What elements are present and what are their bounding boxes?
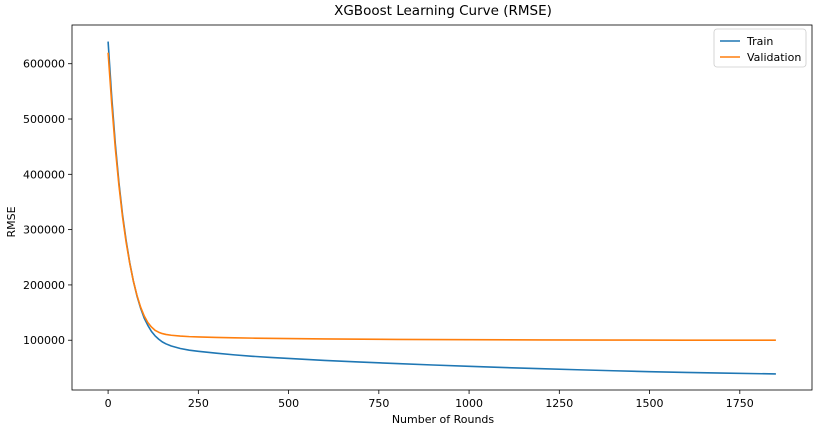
y-tick-label: 300000 [23,224,65,237]
series-line-validation [107,52,776,342]
series-line-train [107,41,776,375]
legend: Train Validation [713,28,807,68]
x-tick-label: 750 [368,397,389,410]
y-tick-label: 400000 [23,168,65,181]
y-tick-label: 100000 [23,334,65,347]
y-axis-label: RMSE [5,206,18,237]
y-tick-label: 500000 [23,113,65,126]
chart-title: XGBoost Learning Curve (RMSE) [334,3,552,19]
x-tick-label: 250 [188,397,209,410]
x-tick-label: 0 [105,397,112,410]
x-tick-label: 1500 [636,397,664,410]
x-tick-label: 500 [278,397,299,410]
y-axis: 100000 200000 300000 400000 500000 600000 [23,58,72,347]
legend-label-train: Train [746,35,773,48]
plot-area [71,24,813,391]
y-tick-label: 200000 [23,279,65,292]
legend-label-validation: Validation [747,51,801,64]
x-axis-label: Number of Rounds [392,413,495,426]
y-tick-label: 600000 [23,58,65,71]
x-tick-label: 1250 [545,397,573,410]
x-tick-label: 1750 [726,397,754,410]
plot-frame [71,24,813,391]
x-tick-label: 1000 [455,397,483,410]
x-axis: 0 250 500 750 1000 1250 1500 1750 [105,390,754,410]
